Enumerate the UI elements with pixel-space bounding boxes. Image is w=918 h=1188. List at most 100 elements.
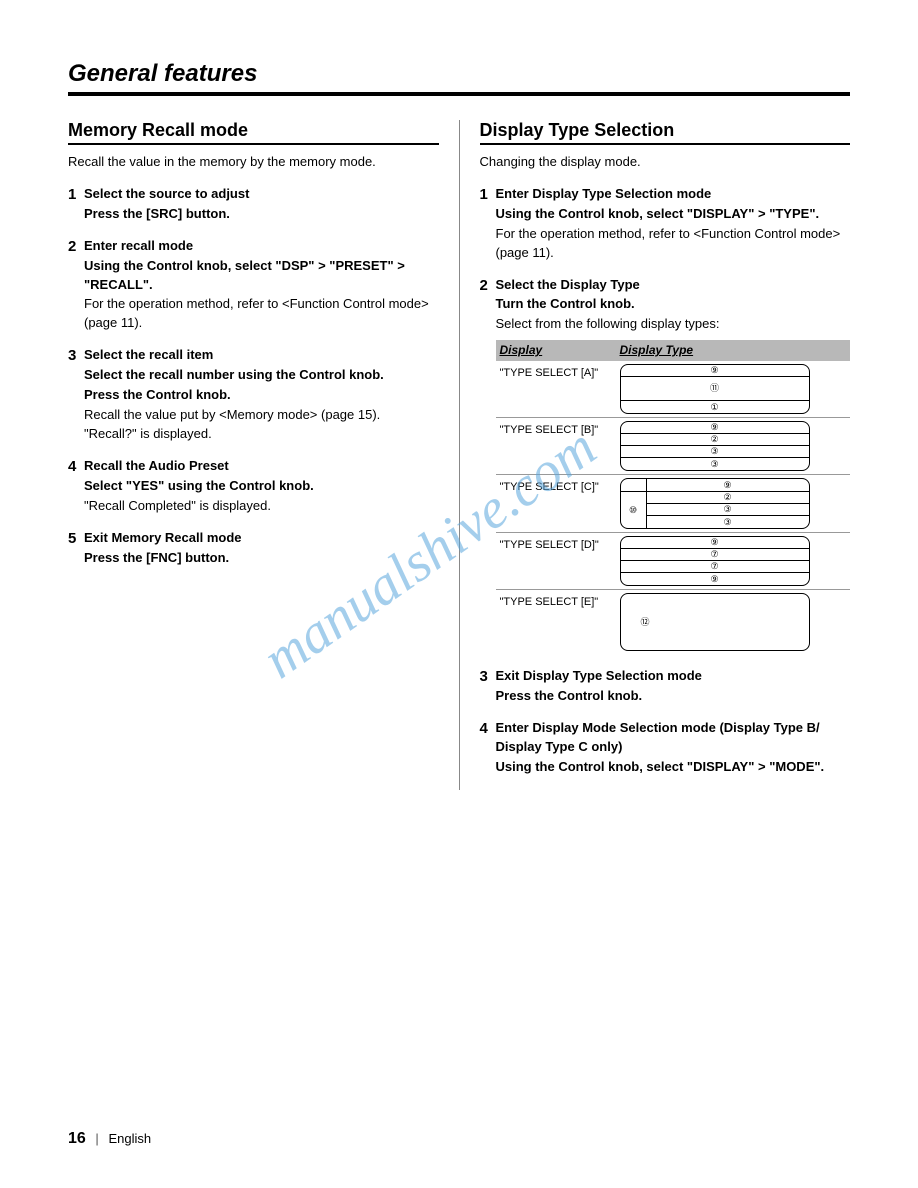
table-header-col2: Display Type <box>620 342 694 359</box>
step-line: Exit Display Type Selection mode <box>496 667 851 686</box>
display-diagram: ⑨ ⑩ ② ③ ③ <box>620 478 851 529</box>
step-line: Select from the following display types: <box>496 315 851 334</box>
left-intro: Recall the value in the memory by the me… <box>68 153 439 171</box>
diag-cell: ③ <box>621 458 809 470</box>
step-line: Enter Display Mode Selection mode (Displ… <box>496 719 851 757</box>
page-title: General features <box>68 60 850 96</box>
table-header: Display Display Type <box>496 340 851 361</box>
diag-cell: ③ <box>621 446 809 458</box>
left-step-1: 1 Select the source to adjust Press the … <box>68 185 439 225</box>
display-label: "TYPE SELECT [C]" <box>500 478 620 496</box>
right-step-4: 4 Enter Display Mode Selection mode (Dis… <box>480 719 851 778</box>
display-diagram: ⑨ ② ③ ③ <box>620 421 851 471</box>
step-line: Select "YES" using the Control knob. <box>84 477 439 496</box>
step-number: 4 <box>480 719 496 778</box>
step-number: 3 <box>480 667 496 707</box>
right-step-3: 3 Exit Display Type Selection mode Press… <box>480 667 851 707</box>
step-body: Select the recall item Select the recall… <box>84 346 439 445</box>
display-label: "TYPE SELECT [D]" <box>500 536 620 554</box>
footer-separator: | <box>95 1131 98 1146</box>
left-step-5: 5 Exit Memory Recall mode Press the [FNC… <box>68 529 439 569</box>
step-body: Select the source to adjust Press the [S… <box>84 185 439 225</box>
diag-top-row: ⑨ <box>621 479 809 492</box>
right-column: Display Type Selection Changing the disp… <box>459 120 851 790</box>
step-body: Enter Display Mode Selection mode (Displ… <box>496 719 851 778</box>
step-line: Using the Control knob, select "DISPLAY"… <box>496 758 851 777</box>
step-line: Select the recall number using the Contr… <box>84 366 439 385</box>
step-body: Recall the Audio Preset Select "YES" usi… <box>84 457 439 517</box>
step-line: For the operation method, refer to <Func… <box>496 225 851 263</box>
step-line: Turn the Control knob. <box>496 295 851 314</box>
diag-right-rows: ② ③ ③ <box>647 492 809 528</box>
step-line: Press the [FNC] button. <box>84 549 439 568</box>
step-line: Recall the value put by <Memory mode> (p… <box>84 406 439 425</box>
diagram-type-b: ⑨ ② ③ ③ <box>620 421 810 471</box>
page-footer: 16 | English <box>68 1130 151 1148</box>
step-number: 2 <box>480 276 496 656</box>
step-line: Recall the Audio Preset <box>84 457 439 476</box>
step-line: Using the Control knob, select "DISPLAY"… <box>496 205 851 224</box>
step-line: Select the source to adjust <box>84 185 439 204</box>
diag-cell: ⑩ <box>621 492 647 528</box>
step-number: 4 <box>68 457 84 517</box>
step-line: Exit Memory Recall mode <box>84 529 439 548</box>
left-step-3: 3 Select the recall item Select the reca… <box>68 346 439 445</box>
display-label: "TYPE SELECT [B]" <box>500 421 620 439</box>
diagram-type-c: ⑨ ⑩ ② ③ ③ <box>620 478 810 529</box>
step-line: Press the Control knob. <box>84 386 439 405</box>
step-body: Exit Memory Recall mode Press the [FNC] … <box>84 529 439 569</box>
step-body: Exit Display Type Selection mode Press t… <box>496 667 851 707</box>
diag-cell: ⑨ <box>621 365 809 377</box>
step-line: Select the Display Type <box>496 276 851 295</box>
display-diagram: ⑫ <box>620 593 851 651</box>
right-step-2: 2 Select the Display Type Turn the Contr… <box>480 276 851 656</box>
left-step-2: 2 Enter recall mode Using the Control kn… <box>68 237 439 334</box>
step-line: For the operation method, refer to <Func… <box>84 295 439 333</box>
right-intro: Changing the display mode. <box>480 153 851 171</box>
step-body: Enter recall mode Using the Control knob… <box>84 237 439 334</box>
step-line: Select the recall item <box>84 346 439 365</box>
diag-cell: ⑦ <box>621 561 809 573</box>
diag-cell: ③ <box>647 516 809 528</box>
step-number: 1 <box>480 185 496 263</box>
display-diagram: ⑨ ⑦ ⑦ ⑨ <box>620 536 851 586</box>
diagram-type-a: ⑨ ⑪ ① <box>620 364 810 414</box>
step-body: Select the Display Type Turn the Control… <box>496 276 851 656</box>
step-number: 2 <box>68 237 84 334</box>
left-heading: Memory Recall mode <box>68 120 439 145</box>
display-label: "TYPE SELECT [A]" <box>500 364 620 382</box>
table-row: "TYPE SELECT [B]" ⑨ ② ③ ③ <box>496 418 851 475</box>
diag-cell <box>621 479 647 491</box>
diag-cell: ⑨ <box>621 573 809 585</box>
step-line: "Recall Completed" is displayed. <box>84 497 439 516</box>
step-line: Using the Control knob, select "DSP" > "… <box>84 257 439 295</box>
step-number: 1 <box>68 185 84 225</box>
diag-cell: ③ <box>647 504 809 516</box>
diagram-type-d: ⑨ ⑦ ⑦ ⑨ <box>620 536 810 586</box>
table-row: "TYPE SELECT [E]" ⑫ <box>496 590 851 654</box>
step-number: 3 <box>68 346 84 445</box>
right-heading: Display Type Selection <box>480 120 851 145</box>
step-line: Enter recall mode <box>84 237 439 256</box>
content-columns: Memory Recall mode Recall the value in t… <box>68 120 850 790</box>
table-row: "TYPE SELECT [D]" ⑨ ⑦ ⑦ ⑨ <box>496 533 851 590</box>
table-row: "TYPE SELECT [A]" ⑨ ⑪ ① <box>496 361 851 418</box>
step-line: Enter Display Type Selection mode <box>496 185 851 204</box>
display-type-table: Display Display Type "TYPE SELECT [A]" ⑨… <box>496 340 851 654</box>
step-line: Press the Control knob. <box>496 687 851 706</box>
step-line: "Recall?" is displayed. <box>84 425 439 444</box>
diag-main: ⑩ ② ③ ③ <box>621 492 809 528</box>
diag-cell: ① <box>621 401 809 413</box>
step-number: 5 <box>68 529 84 569</box>
right-step-1: 1 Enter Display Type Selection mode Usin… <box>480 185 851 263</box>
step-body: Enter Display Type Selection mode Using … <box>496 185 851 263</box>
diagram-type-e: ⑫ <box>620 593 810 651</box>
table-row: "TYPE SELECT [C]" ⑨ ⑩ ② <box>496 475 851 533</box>
display-label: "TYPE SELECT [E]" <box>500 593 620 611</box>
footer-language: English <box>108 1131 151 1146</box>
display-diagram: ⑨ ⑪ ① <box>620 364 851 414</box>
diag-cell: ⑨ <box>647 479 809 491</box>
page-number: 16 <box>68 1130 86 1147</box>
left-step-4: 4 Recall the Audio Preset Select "YES" u… <box>68 457 439 517</box>
table-header-col1: Display <box>500 342 620 359</box>
